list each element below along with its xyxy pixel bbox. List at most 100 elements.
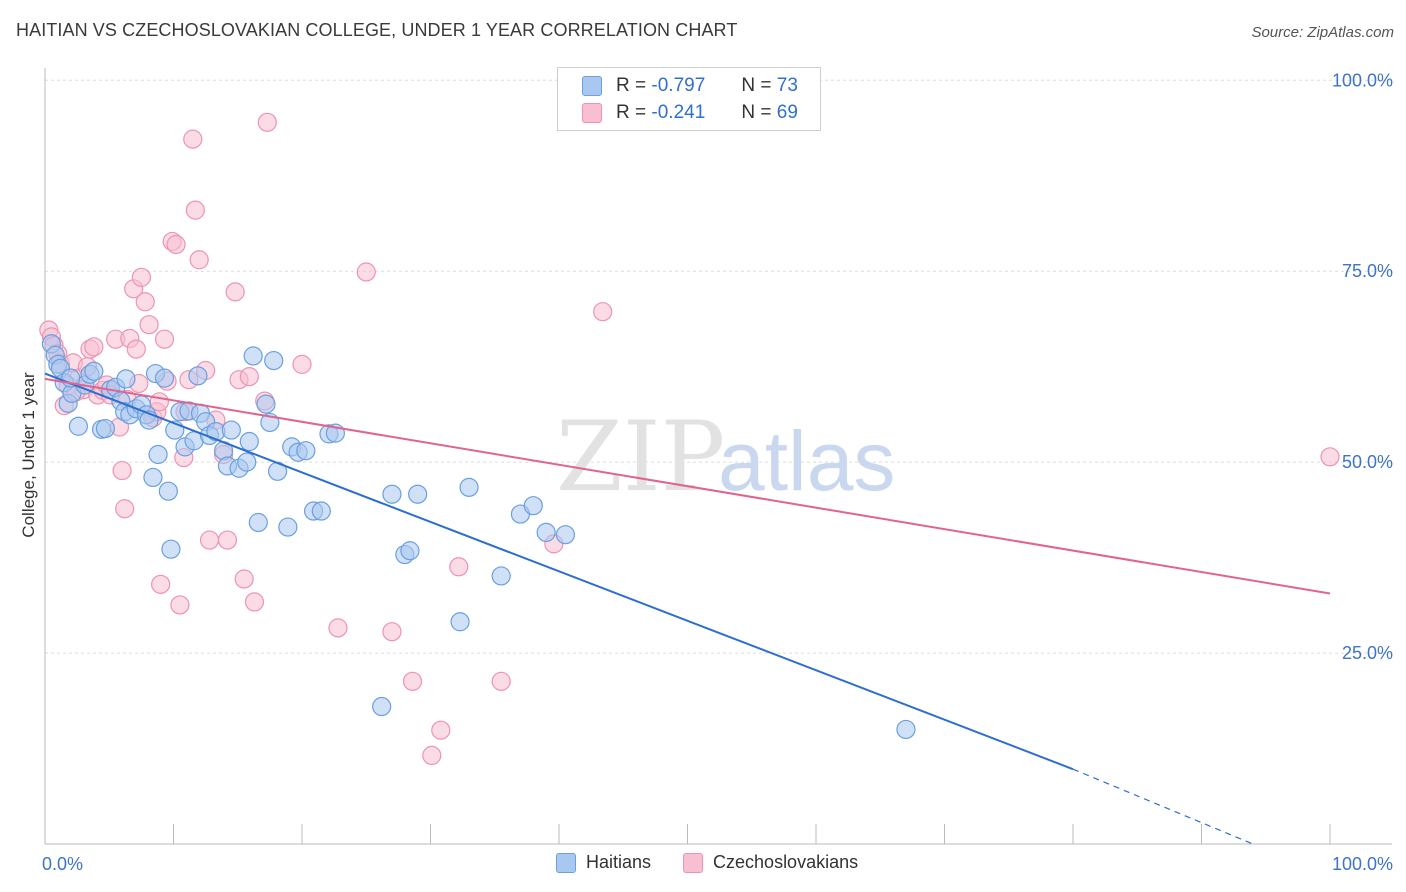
czechoslovakian-point bbox=[225, 282, 245, 302]
czechoslovakians-swatch bbox=[582, 103, 602, 123]
czechoslovakian-point bbox=[593, 302, 613, 322]
haitian-point bbox=[296, 441, 316, 461]
czechoslovakian-point bbox=[257, 112, 277, 132]
series-legend: Haitians Czechoslovakians bbox=[556, 852, 890, 873]
czechoslovakian-point bbox=[199, 530, 220, 550]
czechoslovakian-point bbox=[244, 592, 265, 612]
y-tick-label: 50.0% bbox=[1342, 452, 1393, 472]
czechoslovakian-point bbox=[135, 292, 155, 312]
y-tick-label: 75.0% bbox=[1342, 261, 1393, 281]
haitian-point bbox=[555, 525, 576, 545]
haitian-point bbox=[237, 452, 257, 472]
chart-title: HAITIAN VS CZECHOSLOVAKIAN COLLEGE, UNDE… bbox=[16, 20, 738, 40]
haitian-point bbox=[116, 369, 136, 389]
legend-row-czechoslovakians: R = -0.241 N = 69 bbox=[582, 101, 798, 125]
y-tick-label: 100.0% bbox=[1332, 70, 1393, 90]
haitian-point bbox=[256, 394, 276, 414]
czechoslovakian-point bbox=[491, 671, 511, 691]
haitians-r-value: -0.797 bbox=[651, 75, 706, 96]
haitian-point bbox=[536, 522, 556, 543]
correlation-legend: R = -0.797 N = 73 R = -0.241 N = 69 bbox=[557, 67, 821, 131]
haitian-point bbox=[84, 361, 104, 381]
haitians-legend-swatch bbox=[556, 852, 576, 873]
czechoslovakian-point bbox=[234, 569, 254, 589]
czechoslovakian-point bbox=[185, 200, 205, 220]
watermark: ZIP atlas bbox=[556, 401, 895, 513]
czechoslovakian-point bbox=[239, 367, 259, 387]
haitians-points bbox=[41, 334, 916, 740]
czechoslovakian-point bbox=[1320, 447, 1340, 467]
czechoslovakian-point bbox=[139, 315, 159, 335]
tick-labels: 100.0% 75.0% 50.0% 25.0% 0.0% 100.0% bbox=[42, 70, 1393, 874]
watermark-zip: ZIP bbox=[556, 401, 725, 513]
series-legend-czechoslovakians[interactable]: Czechoslovakians bbox=[683, 852, 858, 873]
watermark-atlas: atlas bbox=[718, 414, 895, 508]
legend-r-label: R = bbox=[616, 102, 647, 123]
haitians-legend-label: Haitians bbox=[586, 852, 652, 872]
legend-n-label: N = bbox=[741, 75, 772, 96]
czechoslovakian-point bbox=[154, 329, 175, 349]
haitian-point bbox=[158, 481, 178, 501]
czechoslovakian-point bbox=[151, 574, 171, 594]
czechoslovakian-point bbox=[131, 267, 151, 287]
haitian-point bbox=[248, 512, 268, 533]
czechoslovakians-n-value: 69 bbox=[776, 102, 798, 123]
haitian-point bbox=[491, 566, 511, 586]
czechoslovakian-point bbox=[449, 557, 469, 577]
trend-line-czechoslovakians bbox=[44, 377, 1331, 595]
czechoslovakians-legend-swatch bbox=[683, 852, 704, 873]
czechoslovakians-r-value: -0.241 bbox=[651, 102, 706, 123]
haitian-point bbox=[400, 541, 420, 561]
haitians-n-value: 73 bbox=[776, 75, 798, 96]
legend-n-label: N = bbox=[741, 102, 772, 123]
gridlines bbox=[45, 79, 1392, 654]
czechoslovakian-point bbox=[402, 671, 423, 691]
legend-row-haitians: R = -0.797 N = 73 bbox=[582, 74, 798, 98]
czechoslovakian-point bbox=[431, 720, 451, 740]
haitian-point bbox=[221, 420, 241, 440]
czechoslovakian-point bbox=[356, 262, 376, 282]
haitian-point bbox=[154, 368, 175, 388]
czechoslovakians-legend-label: Czechoslovakians bbox=[713, 852, 859, 872]
haitian-point bbox=[148, 444, 168, 465]
czechoslovakian-point bbox=[183, 129, 203, 149]
czechoslovakian-point bbox=[422, 745, 442, 766]
czechoslovakian-point bbox=[189, 250, 209, 270]
haitian-point bbox=[95, 418, 115, 439]
czechoslovakian-point bbox=[170, 595, 190, 615]
haitian-point bbox=[243, 346, 263, 366]
x-tick-label: 100.0% bbox=[1332, 854, 1393, 874]
haitian-point bbox=[382, 484, 402, 504]
legend-r-label: R = bbox=[616, 75, 647, 96]
series-legend-haitians[interactable]: Haitians bbox=[556, 852, 651, 873]
haitian-point bbox=[450, 612, 470, 632]
czechoslovakian-point bbox=[328, 618, 348, 638]
czechoslovakian-point bbox=[115, 499, 135, 519]
haitian-point bbox=[188, 366, 208, 386]
trend-line-extension bbox=[1072, 768, 1254, 845]
haitian-point bbox=[161, 539, 181, 559]
y-axis-label: College, Under 1 year bbox=[19, 372, 38, 538]
haitian-point bbox=[239, 431, 259, 452]
axes bbox=[44, 68, 1392, 845]
haitian-point bbox=[372, 696, 392, 717]
haitian-point bbox=[143, 467, 163, 488]
czechoslovakian-point bbox=[84, 337, 104, 357]
haitian-point bbox=[523, 496, 543, 516]
haitian-point bbox=[311, 501, 331, 521]
czechoslovakian-point bbox=[217, 530, 238, 550]
haitian-point bbox=[278, 517, 298, 537]
x-tick-label: 0.0% bbox=[42, 854, 83, 874]
czechoslovakian-point bbox=[126, 339, 146, 359]
haitian-point bbox=[68, 416, 89, 436]
haitian-point bbox=[459, 477, 479, 497]
czechoslovakian-point bbox=[166, 234, 186, 255]
haitian-point bbox=[896, 719, 916, 740]
haitian-point bbox=[264, 350, 284, 371]
trend-line-haitians bbox=[44, 372, 1074, 771]
czechoslovakian-point bbox=[112, 460, 132, 481]
czechoslovakian-point bbox=[292, 354, 312, 374]
trend-lines bbox=[44, 372, 1331, 845]
haitian-point bbox=[408, 484, 428, 504]
